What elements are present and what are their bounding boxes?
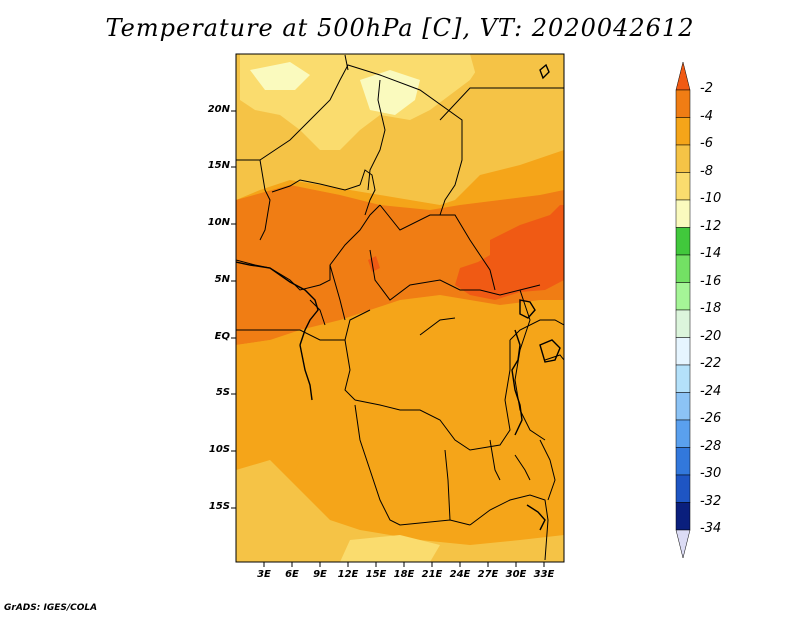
colorbar-swatch (675, 309, 691, 338)
lon-label-21e: 21E (421, 569, 443, 580)
colorbar-label: -28 (700, 438, 722, 454)
map-frame (235, 53, 565, 563)
lat-ticks (231, 110, 236, 509)
lon-ticks (263, 562, 545, 567)
colorbar-label: -32 (700, 493, 722, 509)
coastlines (236, 63, 561, 531)
colorbar-arrow-bottom (675, 529, 691, 559)
lat-label-10s: 10S (208, 444, 230, 455)
field-coldest-patch-1 (360, 70, 420, 115)
field-coldest-south (340, 535, 440, 562)
colorbar-label: -30 (700, 466, 722, 481)
field-warm-center (236, 185, 564, 345)
colorbar-swatch (675, 392, 691, 421)
colorbar-label: -20 (700, 328, 722, 344)
lon-label-27e: 27E (477, 569, 499, 580)
field-cool-south-patch (236, 460, 564, 562)
colorbar-swatch (675, 144, 691, 173)
colorbar-label: -6 (700, 136, 713, 151)
colorbar-label: -24 (700, 383, 722, 399)
country-borders (236, 54, 564, 561)
colorbar-label: -8 (700, 163, 713, 179)
colorbar-swatch (675, 282, 691, 311)
colorbar-arrow-top (675, 61, 691, 91)
lon-label-33e: 33E (533, 569, 555, 580)
colorbar-label: -18 (700, 301, 722, 316)
colorbar (675, 61, 691, 559)
colorbar-swatch (675, 474, 691, 503)
lon-label-9e: 9E (313, 569, 327, 580)
colorbar-label: -14 (700, 246, 722, 261)
field-cool-east (470, 54, 564, 110)
lon-label-6e: 6E (285, 569, 299, 580)
lat-label-20n: 20N (207, 104, 230, 115)
lon-label-15e: 15E (365, 569, 387, 580)
lat-label-15s: 15S (208, 501, 230, 512)
colorbar-label: -4 (700, 108, 713, 124)
colorbar-label: -16 (700, 273, 722, 289)
colorbar-label: -10 (700, 191, 722, 206)
colorbar-swatch (675, 89, 691, 118)
lon-label-3e: 3E (257, 569, 271, 580)
colorbar-label: -34 (700, 521, 722, 536)
field-coldest-patch-2 (250, 62, 310, 90)
colorbar-swatch (675, 447, 691, 476)
field-hot-small (368, 256, 380, 272)
colorbar-swatch (675, 199, 691, 228)
field-hot-east (455, 205, 564, 300)
lon-label-18e: 18E (393, 569, 415, 580)
colorbar-swatch (675, 419, 691, 448)
lat-label-5s: 5S (215, 387, 230, 398)
colorbar-label: -2 (700, 81, 713, 96)
temperature-field (236, 54, 564, 562)
map-title: Temperature at 500hPa [C], VT: 202004261… (105, 14, 695, 42)
lat-label-5n: 5N (214, 274, 230, 285)
lon-label-12e: 12E (337, 569, 359, 580)
colorbar-swatch (675, 364, 691, 393)
lat-label-10n: 10N (207, 217, 230, 228)
grads-credit: GrADS: IGES/COLA (4, 603, 98, 613)
colorbar-swatch (675, 502, 691, 531)
lon-label-30e: 30E (505, 569, 527, 580)
lon-label-24e: 24E (449, 569, 471, 580)
colorbar-swatch (675, 117, 691, 146)
colorbar-swatch (675, 337, 691, 366)
lat-label-15n: 15N (207, 160, 230, 171)
colorbar-label: -22 (700, 356, 722, 371)
lat-label-eq: EQ (214, 331, 230, 342)
colorbar-label: -26 (700, 411, 722, 426)
colorbar-label: -12 (700, 218, 722, 234)
colorbar-swatch (675, 227, 691, 256)
colorbar-swatch (675, 254, 691, 283)
colorbar-swatch (675, 172, 691, 201)
